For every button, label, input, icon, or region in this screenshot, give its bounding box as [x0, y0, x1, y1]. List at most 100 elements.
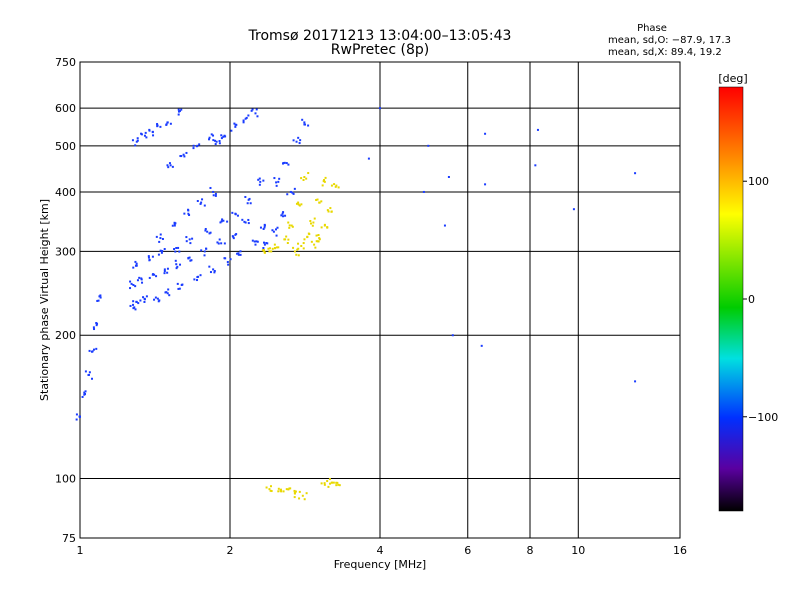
data-point: [145, 136, 148, 139]
data-point: [91, 377, 94, 380]
data-point: [135, 140, 138, 143]
data-point: [263, 226, 266, 229]
data-point: [216, 241, 219, 244]
x-tick-label: 2: [227, 544, 234, 557]
colorbar-tick-label: 0: [748, 293, 755, 306]
data-point: [299, 139, 302, 142]
data-point: [229, 258, 232, 261]
data-point: [148, 276, 151, 279]
data-point: [323, 482, 326, 485]
data-point: [338, 484, 341, 487]
data-point: [152, 134, 155, 137]
data-point: [484, 183, 487, 186]
data-point: [301, 494, 304, 497]
data-point: [189, 242, 192, 245]
data-point: [208, 136, 211, 139]
data-point: [333, 183, 336, 186]
data-point: [277, 180, 280, 183]
data-point: [298, 142, 301, 145]
data-point: [313, 243, 316, 246]
data-point: [572, 208, 575, 211]
data-point: [323, 179, 326, 182]
data-point: [196, 199, 199, 202]
data-point: [291, 191, 294, 194]
data-point: [219, 221, 222, 224]
data-point: [93, 328, 96, 331]
data-point: [295, 140, 298, 143]
data-point: [200, 249, 203, 252]
data-point: [275, 246, 278, 249]
data-point: [142, 296, 145, 299]
data-point: [271, 229, 274, 232]
data-point: [328, 478, 331, 481]
data-point: [301, 118, 304, 121]
data-point: [152, 273, 155, 276]
data-point: [209, 271, 212, 274]
data-point: [218, 140, 221, 143]
data-point: [282, 490, 285, 493]
data-point: [297, 247, 300, 250]
data-point: [175, 247, 178, 250]
data-point: [288, 224, 291, 227]
data-point: [190, 259, 193, 262]
data-point: [84, 392, 87, 395]
data-point: [330, 210, 333, 213]
data-point: [214, 139, 217, 142]
data-point: [293, 491, 296, 494]
data-point: [97, 299, 100, 302]
data-point: [183, 212, 186, 215]
y-axis-label: Stationary phase Virtual Height [km]: [38, 199, 51, 401]
data-point: [277, 246, 280, 249]
data-point: [178, 287, 181, 290]
data-point: [304, 123, 307, 126]
data-point: [254, 243, 257, 246]
data-point: [203, 250, 206, 253]
data-point: [237, 253, 240, 256]
data-point: [311, 224, 314, 227]
data-point: [267, 247, 270, 250]
data-point: [315, 240, 318, 243]
data-point: [262, 227, 265, 230]
data-point: [169, 122, 172, 125]
data-point: [315, 234, 318, 237]
data-point: [175, 263, 178, 266]
data-point: [293, 496, 296, 499]
data-point: [195, 145, 198, 148]
data-point: [235, 123, 238, 126]
data-point: [234, 125, 237, 128]
data-point: [180, 108, 183, 111]
data-point: [303, 175, 306, 178]
data-point: [255, 108, 258, 111]
data-point: [422, 190, 425, 193]
data-point: [235, 233, 238, 236]
y-tick-label: 750: [55, 56, 76, 69]
y-tick-label: 75: [62, 532, 76, 545]
data-point: [220, 134, 223, 137]
colorbar-tick-label: 100: [748, 175, 769, 188]
data-point: [209, 186, 212, 189]
data-point: [251, 108, 254, 111]
data-point: [197, 275, 200, 278]
data-point: [177, 108, 180, 111]
data-point: [178, 250, 181, 253]
data-point: [320, 226, 323, 229]
data-point: [132, 266, 135, 269]
data-point: [88, 371, 91, 374]
data-point: [288, 226, 291, 229]
data-point: [185, 151, 188, 154]
data-point: [204, 229, 207, 232]
data-point: [534, 164, 537, 167]
data-point: [232, 237, 235, 240]
x-tick-label: 10: [571, 544, 585, 557]
data-point: [188, 238, 191, 241]
data-point: [129, 280, 132, 283]
data-point: [132, 284, 135, 287]
data-point: [247, 222, 250, 225]
data-point: [140, 133, 143, 136]
data-point: [270, 490, 273, 493]
data-point: [188, 214, 191, 217]
data-point: [275, 184, 278, 187]
data-point: [171, 224, 174, 227]
x-tick-label: 8: [527, 544, 534, 557]
data-point: [203, 204, 206, 207]
